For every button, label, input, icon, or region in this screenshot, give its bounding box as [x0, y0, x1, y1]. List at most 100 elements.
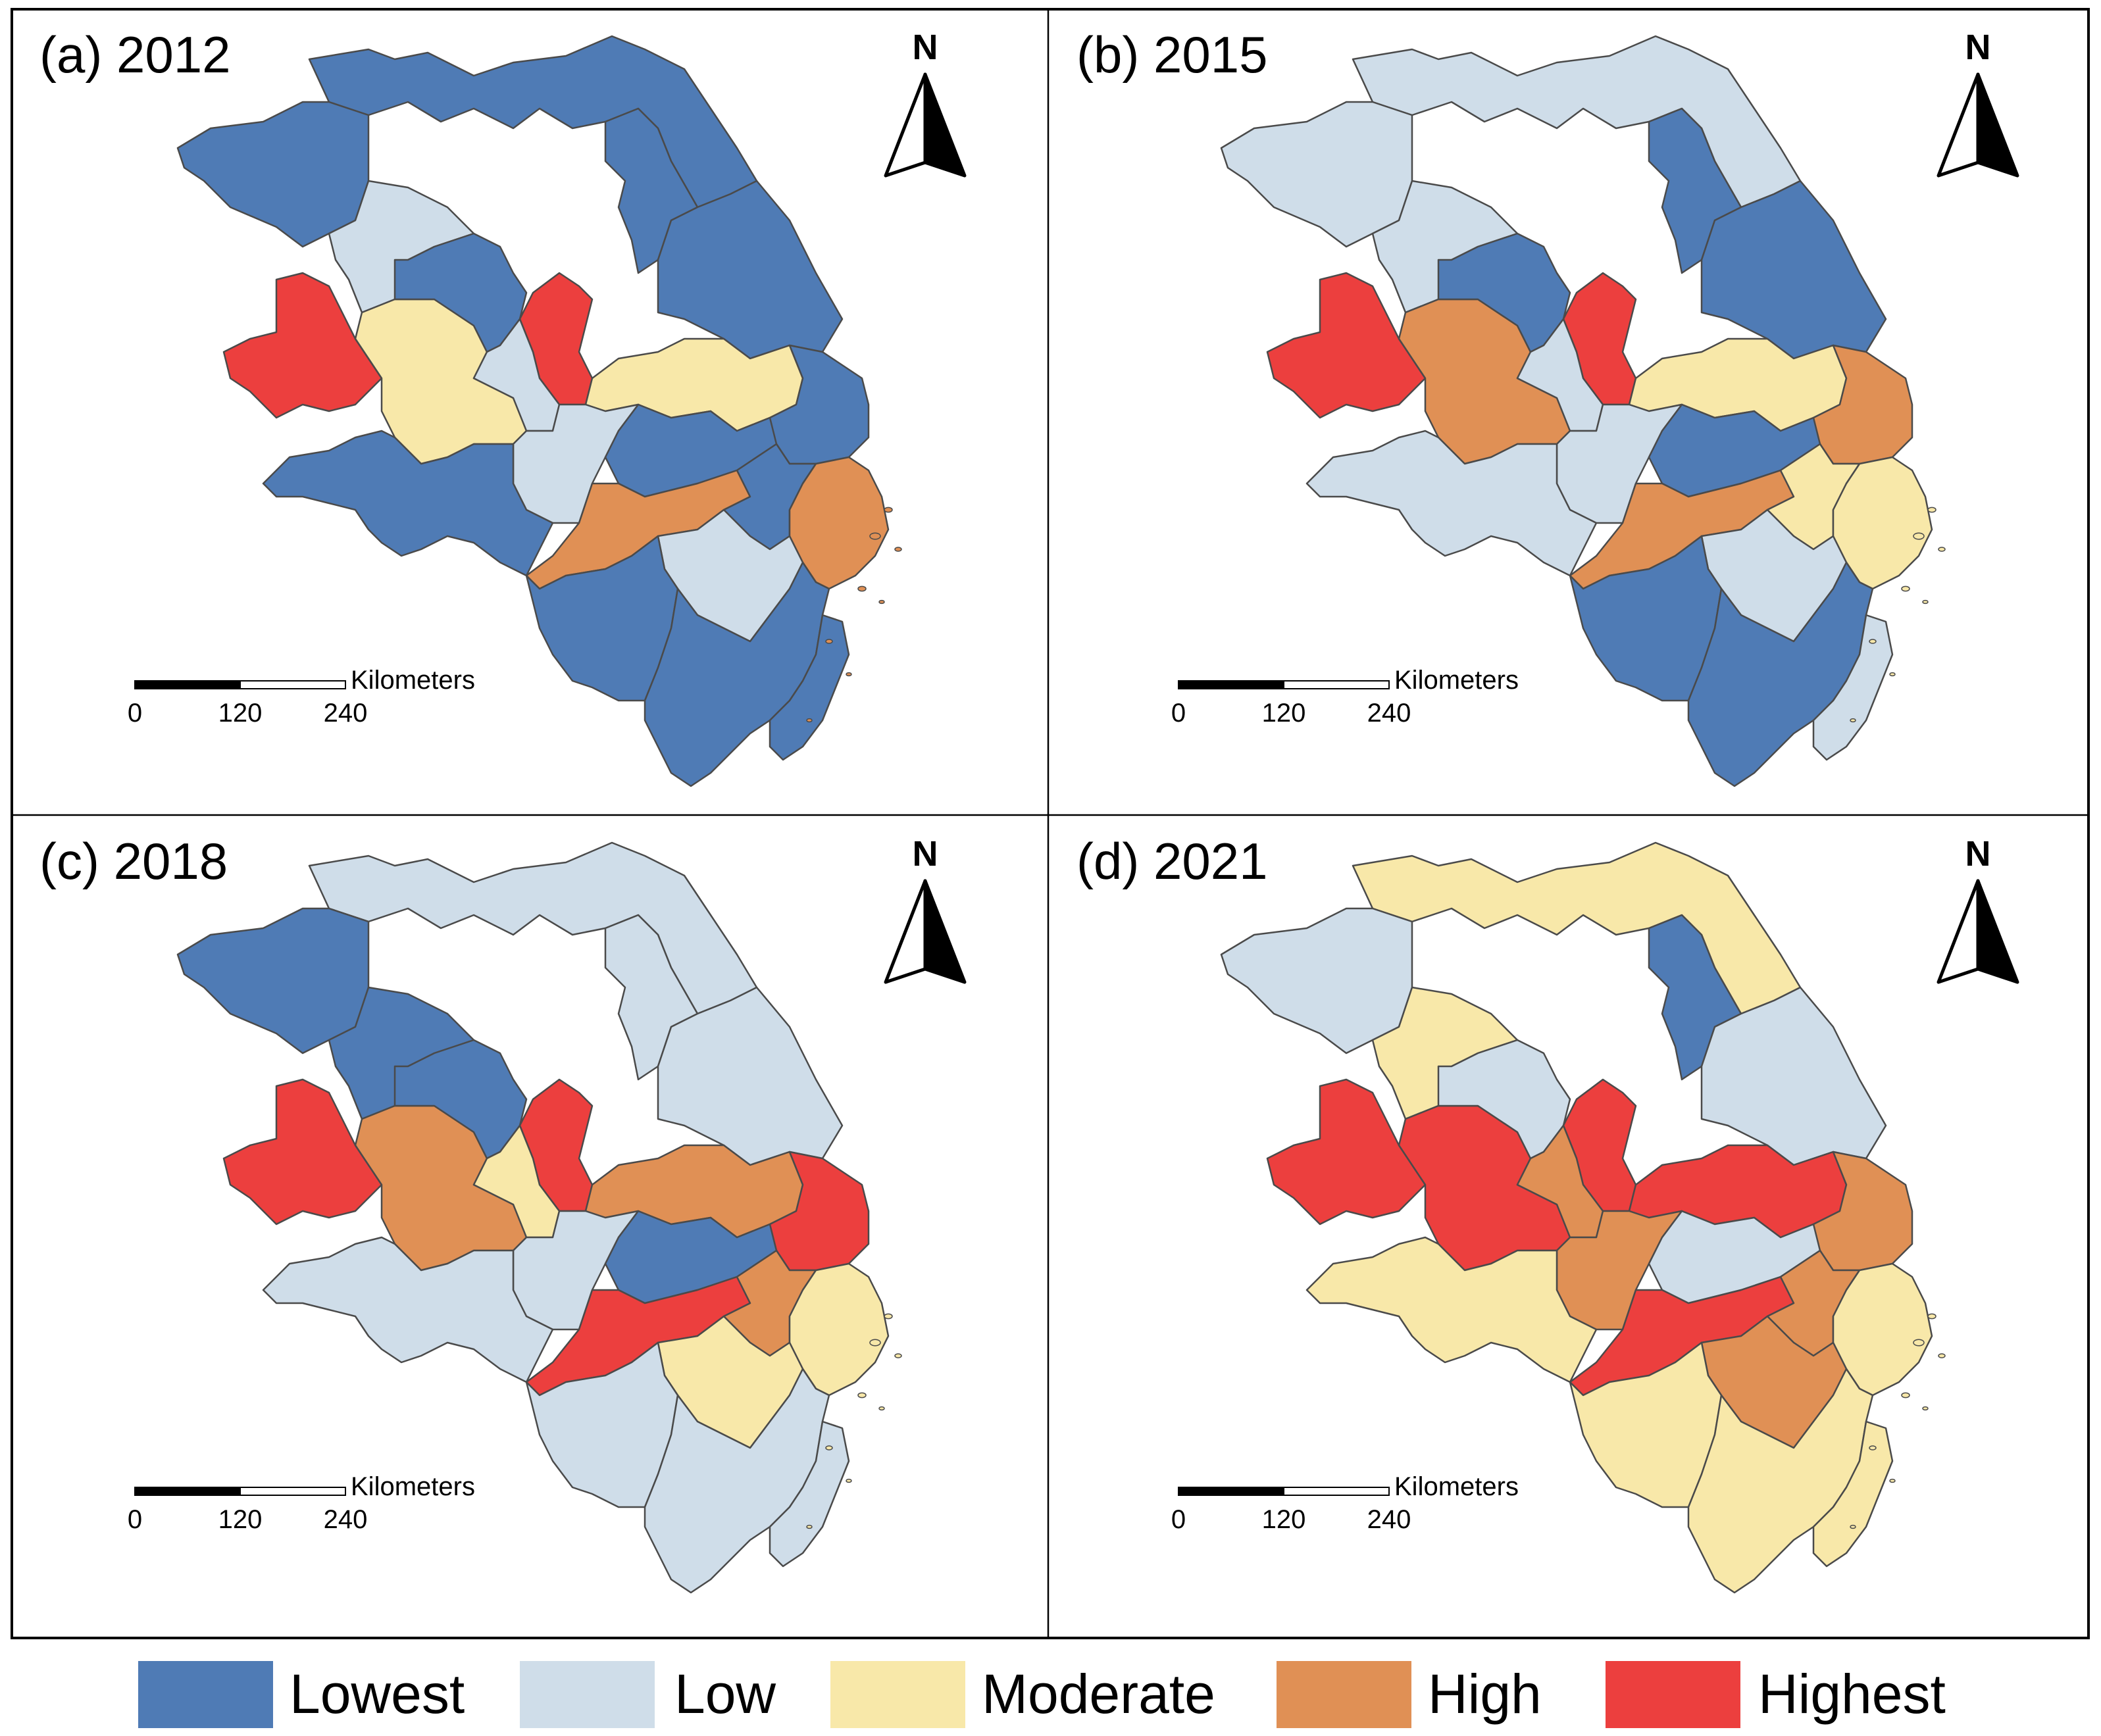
legend-label-low: Low [674, 1663, 776, 1725]
region-a-18 [262, 430, 554, 577]
island-a-6 [846, 672, 852, 677]
scale-tick-240-c: 240 [324, 1505, 368, 1534]
scale-bar-c: Kilometers 0 120 240 [128, 1472, 475, 1534]
region-d-5 [1266, 1078, 1427, 1226]
region-b-21 [1812, 614, 1894, 761]
region-group-a [176, 35, 902, 787]
legend-swatch-lowest [138, 1661, 273, 1728]
panel-title-a: (a) 2012 [39, 26, 231, 84]
region-group-d [1220, 841, 1946, 1594]
scale-unit-a: Kilometers [351, 666, 475, 695]
map-panel-b: (b) 2015 N Kilometers 0 120 240 [1076, 26, 2019, 787]
region-c-7 [393, 1039, 528, 1160]
panel-title-d: (d) 2021 [1076, 832, 1268, 890]
island-c-6 [846, 1478, 852, 1483]
region-d-18 [1305, 1236, 1598, 1383]
scale-tick-240-d: 240 [1367, 1505, 1411, 1534]
island-a-4 [878, 599, 885, 605]
region-group-c [176, 841, 902, 1594]
map-panel-a: (a) 2012 N Kilometers 0 120 240 [39, 26, 967, 787]
region-d-7 [1437, 1039, 1571, 1160]
north-label-b: N [1965, 28, 1991, 67]
island-b-2 [1938, 547, 1946, 552]
island-a-2 [894, 547, 902, 552]
island-d-0 [1913, 1339, 1925, 1347]
island-a-1 [884, 507, 893, 513]
island-d-5 [1869, 1445, 1877, 1451]
island-d-1 [1927, 1313, 1936, 1320]
region-b-5 [1266, 272, 1427, 419]
island-c-3 [857, 1392, 867, 1399]
island-b-0 [1913, 532, 1925, 540]
region-a-21 [769, 614, 850, 761]
island-d-3 [1901, 1392, 1910, 1399]
north-arrow-icon: N [1936, 28, 2019, 178]
island-c-0 [869, 1339, 881, 1347]
legend-swatch-moderate [830, 1661, 965, 1728]
north-label-c: N [913, 834, 938, 874]
scale-unit-b: Kilometers [1394, 666, 1519, 695]
island-a-5 [825, 639, 833, 644]
region-group-b [1220, 35, 1946, 787]
island-a-0 [869, 532, 881, 540]
region-d-21 [1812, 1420, 1894, 1568]
scale-tick-120-a: 120 [218, 699, 263, 728]
region-b-3 [1220, 101, 1413, 248]
legend-swatch-highest [1606, 1661, 1740, 1728]
panel-title-c: (c) 2018 [39, 832, 228, 890]
region-b-9 [1516, 318, 1604, 432]
island-d-7 [1850, 1524, 1856, 1529]
legend-swatch-low [520, 1661, 655, 1728]
map-panel-c: (c) 2018 N Kilometers 0 120 240 [39, 832, 967, 1594]
north-label-d: N [1965, 834, 1991, 874]
scale-unit-c: Kilometers [351, 1472, 475, 1501]
region-c-9 [472, 1124, 561, 1239]
scale-tick-0-a: 0 [128, 699, 142, 728]
island-b-6 [1889, 672, 1896, 677]
legend: Lowest Low Moderate High Highest [138, 1661, 1946, 1728]
scale-tick-120-d: 120 [1262, 1505, 1306, 1534]
scale-bar-b: Kilometers 0 120 240 [1171, 666, 1519, 728]
scale-bar-d: Kilometers 0 120 240 [1171, 1472, 1519, 1534]
scale-tick-0-d: 0 [1171, 1505, 1186, 1534]
legend-swatch-high [1277, 1661, 1411, 1728]
island-b-5 [1869, 639, 1877, 644]
scale-bar-a: Kilometers 0 120 240 [128, 666, 475, 728]
figure-frame [11, 8, 2090, 1639]
region-c-18 [262, 1236, 554, 1383]
island-d-2 [1938, 1353, 1946, 1358]
island-a-3 [857, 585, 867, 592]
region-c-3 [176, 907, 370, 1054]
region-a-5 [222, 272, 383, 419]
island-c-7 [806, 1524, 813, 1529]
scale-tick-120-c: 120 [218, 1505, 263, 1534]
legend-label-highest: Highest [1758, 1663, 1946, 1725]
island-d-4 [1922, 1406, 1929, 1411]
island-c-1 [884, 1313, 893, 1320]
north-arrow-icon: N [884, 834, 967, 984]
region-c-21 [769, 1420, 850, 1568]
island-c-2 [894, 1353, 902, 1358]
north-label-a: N [913, 28, 938, 67]
island-a-7 [806, 718, 813, 723]
region-a-3 [176, 101, 370, 248]
scale-unit-d: Kilometers [1394, 1472, 1519, 1501]
scale-tick-240-a: 240 [324, 699, 368, 728]
island-b-4 [1922, 599, 1929, 605]
scale-tick-0-c: 0 [128, 1505, 142, 1534]
region-b-18 [1305, 430, 1598, 577]
legend-label-high: High [1428, 1663, 1542, 1725]
panel-title-b: (b) 2015 [1076, 26, 1268, 84]
map-panel-d: (d) 2021 N Kilometers 0 120 240 [1076, 832, 2019, 1594]
region-d-3 [1220, 907, 1413, 1054]
region-c-5 [222, 1078, 383, 1226]
island-d-6 [1889, 1478, 1896, 1483]
region-d-9 [1516, 1124, 1604, 1239]
island-b-7 [1850, 718, 1856, 723]
scale-tick-120-b: 120 [1262, 699, 1306, 728]
island-b-1 [1927, 507, 1936, 513]
island-c-4 [878, 1406, 885, 1411]
island-b-3 [1901, 585, 1910, 592]
north-arrow-icon: N [884, 28, 967, 178]
